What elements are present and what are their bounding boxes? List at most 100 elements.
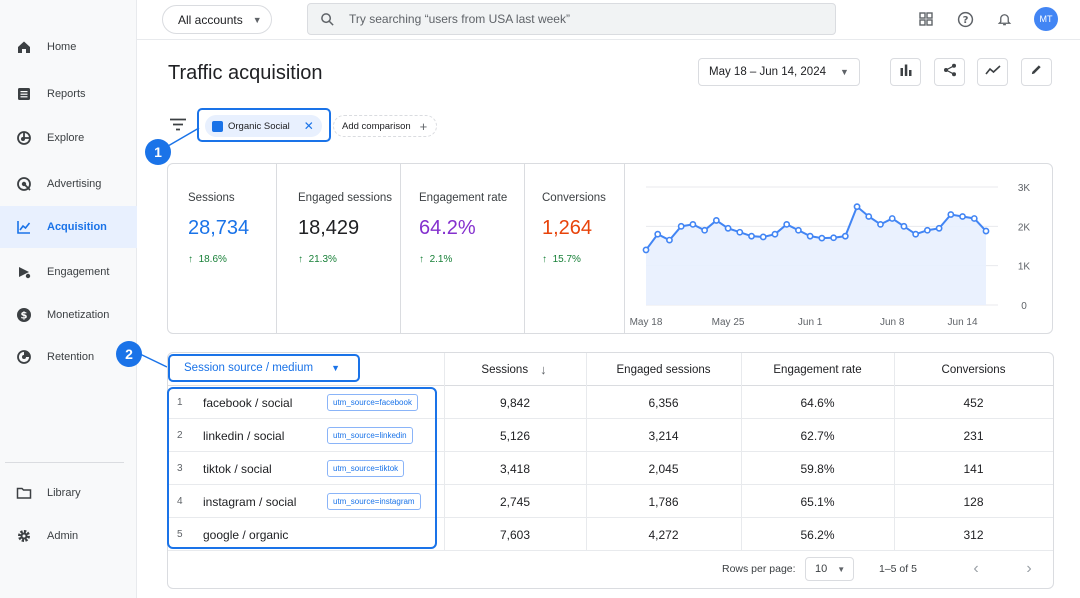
sessions-trend-chart[interactable]: 3K 2K 1K 0 May 18 May 25 Jun 1 Jun 8 Jun 14 <box>626 164 1052 333</box>
table-row[interactable]: 1 facebook / social utm_source=facebook … <box>168 386 1053 419</box>
advertising-icon <box>15 175 33 193</box>
dimension-selector[interactable]: Session source / medium ▼ <box>168 354 360 382</box>
bell-icon[interactable] <box>994 9 1014 29</box>
metric-sessions[interactable]: Sessions 28,734 ↑ 18.6% <box>168 164 277 333</box>
sidebar-item-library[interactable]: Library <box>0 472 137 514</box>
cell-conversions: 231 <box>963 428 984 443</box>
column-header-engaged-sessions[interactable]: Engaged sessions <box>616 363 711 376</box>
sidebar-item-admin[interactable]: Admin <box>0 515 137 557</box>
pagination: Rows per page: 10 ▼ 1–5 of 5 ‹ › <box>168 550 1053 588</box>
metric-engagement-rate[interactable]: Engagement rate 64.2% ↑ 2.1% <box>402 164 525 333</box>
metric-label: Sessions <box>188 192 235 204</box>
sidebar-item-retention[interactable]: Retention <box>0 336 137 378</box>
chevron-right-icon[interactable]: › <box>1026 560 1032 577</box>
share-button[interactable] <box>934 58 965 86</box>
metric-engaged-sessions[interactable]: Engaged sessions 18,429 ↑ 21.3% <box>278 164 401 333</box>
top-bar: All accounts ▼ Try searching “users from… <box>137 0 1080 40</box>
help-icon[interactable]: ? <box>955 9 975 29</box>
table-row[interactable]: 5 google / organic 7,603 4,272 56.2% 312 <box>168 518 1053 551</box>
chart-point <box>818 234 826 242</box>
page-title: Traffic acquisition <box>168 62 323 84</box>
sidebar-divider <box>5 462 124 463</box>
chart-point <box>877 220 884 228</box>
chevron-left-icon[interactable]: ‹ <box>973 560 979 577</box>
cell-sessions: 9,842 <box>499 395 531 410</box>
row-source: google / organic <box>203 527 289 542</box>
y-tick-label: 2K <box>1018 222 1031 233</box>
cell-engaged-sessions: 1,786 <box>648 494 679 509</box>
chart-point <box>748 232 755 240</box>
search-input[interactable]: Try searching “users from USA last week” <box>307 3 836 35</box>
cell-sessions: 2,745 <box>499 494 531 509</box>
sidebar-item-home[interactable]: Home <box>0 26 137 68</box>
apps-grid-icon[interactable] <box>916 9 936 29</box>
date-range-picker[interactable]: May 18 – Jun 14, 2024 ▼ <box>698 58 860 86</box>
home-icon <box>15 38 33 56</box>
filter-chip-organic-social[interactable]: Organic Social ✕ <box>205 115 322 137</box>
dimension-label: Session source / medium <box>184 362 314 374</box>
share-icon <box>943 63 957 82</box>
sidebar-item-reports[interactable]: Reports <box>0 73 137 115</box>
sidebar: Home Reports Explore Advertising Acquisi… <box>0 0 137 598</box>
table-row[interactable]: 3 tiktok / social utm_source=tiktok 3,41… <box>168 452 1053 485</box>
x-tick-label: Jun 1 <box>798 317 823 328</box>
y-tick-label: 1K <box>1018 262 1031 273</box>
monetization-icon: $ <box>15 306 33 324</box>
cell-engaged-sessions: 2,045 <box>648 461 679 476</box>
chart-point <box>900 222 908 230</box>
account-selector[interactable]: All accounts ▼ <box>162 5 272 34</box>
insights-button[interactable] <box>977 58 1008 86</box>
metric-value: 1,264 <box>542 217 593 239</box>
add-comparison-button[interactable]: Add comparison + <box>333 115 437 137</box>
chart-point <box>783 220 791 228</box>
trend-icon <box>984 63 1001 81</box>
edit-button[interactable] <box>1021 58 1052 86</box>
sidebar-item-explore[interactable]: Explore <box>0 117 137 159</box>
rows-per-page-select[interactable]: 10 ▼ <box>805 557 854 581</box>
metric-change: ↑ 15.7% <box>542 254 581 265</box>
column-header-conversions[interactable]: Conversions <box>941 363 1006 376</box>
sidebar-item-label: Reports <box>47 88 86 100</box>
metric-value: 28,734 <box>188 217 250 239</box>
metric-label: Engaged sessions <box>298 192 392 204</box>
sidebar-item-advertising[interactable]: Advertising <box>0 163 137 205</box>
bar-chart-button[interactable] <box>890 58 921 86</box>
caret-down-icon: ▼ <box>837 564 846 574</box>
edit-icon <box>1030 63 1043 81</box>
cell-engagement-rate: 59.8% <box>800 461 835 476</box>
search-placeholder: Try searching “users from USA last week” <box>349 12 570 26</box>
sidebar-item-acquisition[interactable]: Acquisition <box>0 206 137 248</box>
column-header-sessions-label[interactable]: Sessions ↓ <box>444 353 584 386</box>
avatar[interactable]: MT <box>1034 7 1058 31</box>
account-selector-label: All accounts <box>178 12 243 27</box>
chart-point <box>795 226 802 234</box>
chart-point <box>654 230 662 238</box>
metric-conversions[interactable]: Conversions 1,264 ↑ 15.7% <box>526 164 625 333</box>
sidebar-item-monetization[interactable]: $ Monetization <box>0 294 137 336</box>
cell-engagement-rate: 62.7% <box>800 428 835 443</box>
data-table: Session source / medium ▼ Sessions ↓ Eng… <box>167 352 1054 589</box>
metric-change-value: 15.7% <box>552 254 581 265</box>
chart-point <box>759 233 767 241</box>
folder-icon <box>15 484 33 502</box>
sidebar-item-engagement[interactable]: Engagement <box>0 251 137 293</box>
table-row[interactable]: 2 linkedin / social utm_source=linkedin … <box>168 419 1053 452</box>
table-row[interactable]: 4 instagram / social utm_source=instagra… <box>168 485 1053 518</box>
filter-icon[interactable] <box>168 116 188 134</box>
chart-point <box>724 224 732 232</box>
caret-down-icon: ▼ <box>252 14 262 25</box>
avatar-initials: MT <box>1039 14 1053 24</box>
chart-point <box>923 226 931 234</box>
close-icon[interactable]: ✕ <box>303 119 314 133</box>
filter-chip-label: Organic Social <box>228 120 290 132</box>
table-header: Session source / medium ▼ Sessions ↓ Eng… <box>168 353 1053 386</box>
column-header-engagement-rate[interactable]: Engagement rate <box>773 363 862 376</box>
retention-icon <box>15 348 33 366</box>
chart-point <box>830 234 837 242</box>
metric-value: 18,429 <box>298 217 360 239</box>
chart-point <box>712 217 720 224</box>
x-tick-label: May 25 <box>712 317 745 328</box>
chart-point <box>970 215 978 222</box>
chart-point <box>912 230 920 238</box>
sidebar-item-label: Engagement <box>47 266 110 278</box>
